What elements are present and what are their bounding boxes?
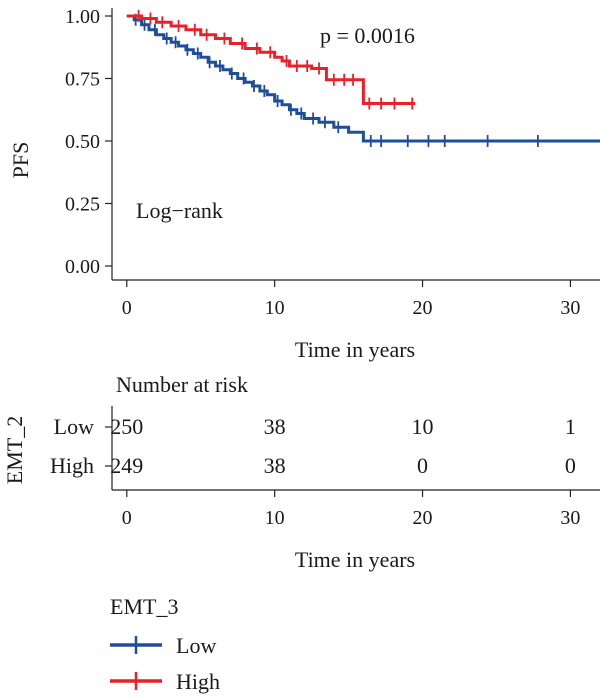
risk-count: 0: [565, 453, 576, 478]
risk-x-tick-label: 30: [560, 507, 580, 529]
x-tick-label: 20: [413, 297, 433, 319]
x-tick-label: 0: [122, 297, 132, 319]
x-tick-label: 10: [265, 297, 285, 319]
risk-count: 0: [417, 453, 428, 478]
risk-count: 250: [110, 414, 143, 439]
survival-curve-low: [126, 14, 600, 143]
risk-table-title: Number at risk: [116, 372, 248, 397]
y-tick-label: 0.75: [65, 69, 100, 91]
legend-item-high: High: [110, 669, 220, 694]
test-annotation: Log−rank: [136, 198, 223, 223]
legend-label-high: High: [176, 669, 220, 694]
risk-x-axis-ticks: 0 10 20 30: [122, 490, 580, 529]
legend-item-low: Low: [110, 633, 216, 658]
y-tick-label: 0.00: [65, 256, 100, 278]
y-tick-label: 1.00: [65, 6, 100, 28]
risk-count: 249: [110, 453, 143, 478]
legend: EMT_3 Low High: [110, 594, 220, 694]
risk-count: 38: [264, 453, 286, 478]
x-tick-label: 30: [560, 297, 580, 319]
legend-label-low: Low: [176, 633, 216, 658]
risk-rows: Low 250 38 10 1 High 249 38 0 0: [50, 414, 576, 478]
p-value-annotation: p = 0.0016: [320, 23, 415, 48]
risk-count: 38: [264, 414, 286, 439]
risk-x-tick-label: 20: [413, 507, 433, 529]
risk-x-tick-label: 0: [122, 507, 132, 529]
risk-count: 10: [412, 414, 434, 439]
y-tick-label: 0.50: [65, 131, 100, 153]
y-axis-ticks: 0.00 0.25 0.50 0.75 1.00: [65, 6, 112, 278]
risk-x-tick-label: 10: [265, 507, 285, 529]
x-axis-ticks: 0 10 20 30: [122, 280, 580, 319]
km-plot: 0.00 0.25 0.50 0.75 1.00 0 10 20 30 PFS Time in…: [8, 6, 600, 362]
risk-table: Number at risk EMT_2 Low 250 38 10 1 High 249 3…: [2, 372, 600, 572]
risk-x-axis-label: Time in years: [295, 547, 415, 572]
risk-count: 1: [565, 414, 576, 439]
x-axis-label: Time in years: [295, 337, 415, 362]
risk-table-group-label: EMT_2: [2, 416, 27, 484]
risk-row-label-high: High: [50, 453, 94, 478]
survival-curves: [126, 10, 600, 147]
legend-title: EMT_3: [110, 594, 178, 619]
survival-curve-high: [126, 14, 416, 105]
y-axis-label: PFS: [8, 142, 33, 179]
risk-row-label-low: Low: [54, 414, 94, 439]
y-tick-label: 0.25: [65, 194, 100, 216]
